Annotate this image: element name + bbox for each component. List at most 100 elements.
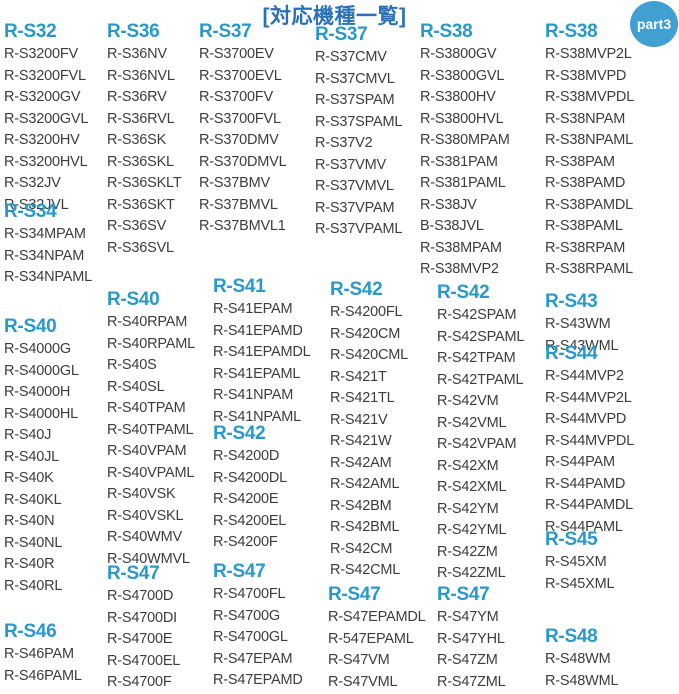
model-item: R-S47YHL (437, 630, 505, 647)
model-item: R-S42YM (437, 500, 499, 517)
model-item: R-S48WM (545, 651, 611, 667)
model-item: R-S4700F (107, 674, 172, 690)
model-item: R-S3700FV (199, 89, 273, 105)
series-section-r-s40-col2: R-S40 R-S40RPAM R-S40RPAML R-S40S R-S40SL R-S… (107, 288, 195, 570)
model-item: R-S37SPAML (315, 113, 403, 130)
model-item: R-S38PAMDL (545, 196, 633, 213)
model-item: R-S3700FVL (199, 110, 281, 127)
model-item: R-S40K (4, 470, 54, 486)
series-header: R-S47 (328, 584, 381, 605)
model-item: R-S37VPAML (315, 221, 403, 237)
model-item: R-S4700EL (107, 652, 181, 669)
model-item: R-S38MVPD (545, 67, 627, 84)
model-item: R-S40WMV (107, 529, 182, 545)
model-item: R-S36SKLT (107, 175, 182, 191)
model-item: R-S42ZML (437, 565, 506, 581)
model-item: R-S38JV (420, 196, 477, 213)
series-section-r-s47-col4: R-S47 R-S47EPAMDL R-547EPAML R-S47VM R-S47VM… (328, 583, 426, 693)
series-section-r-s41-col3: R-S41 R-S41EPAM R-S41EPAMD R-S41EPAMDL R-S41… (213, 275, 311, 428)
model-item: R-S42CM (330, 540, 393, 557)
model-item: R-S37VMVL (315, 178, 394, 194)
model-item: R-S40TPAML (107, 421, 194, 438)
model-item: R-S420CML (330, 347, 408, 363)
model-item: R-S36RV (107, 89, 167, 105)
model-item: R-S37BMVL1 (199, 218, 286, 234)
model-item: R-S4200F (213, 534, 278, 550)
model-item: R-S43WML (545, 337, 619, 354)
model-item: R-S4700G (213, 607, 280, 624)
model-item: R-S44PAM (545, 454, 615, 470)
part-badge: part3 (630, 1, 678, 47)
series-header: R-S32 (4, 21, 57, 42)
series-header: R-S45 (545, 529, 598, 550)
model-item: R-S381PAM (420, 153, 498, 170)
series-header: R-S37 (199, 21, 252, 42)
model-item: R-S42SPAM (437, 307, 517, 323)
model-item: R-S40J (4, 427, 52, 443)
series-section-r-s47-col3: R-S47 R-S4700FL R-S4700G R-S4700GL R-S47EPAM… (213, 560, 303, 692)
series-section-r-s36-col2: R-S36 R-S36NV R-S36NVL R-S36RV R-S36RVL R-S36… (107, 20, 182, 259)
series-header: R-S42 (437, 282, 490, 303)
model-item: R-S47VM (328, 652, 390, 668)
model-item: R-S32JV (4, 175, 61, 191)
model-item: R-S421V (330, 411, 388, 428)
model-item: R-S40WMVL (107, 550, 190, 567)
model-item: R-S36NVL (107, 67, 175, 84)
model-item: R-S40S (107, 357, 157, 373)
model-item: R-S46PAML (4, 667, 82, 684)
model-item: R-S47YM (437, 609, 499, 625)
model-item: R-S370DMV (199, 132, 279, 148)
model-item: R-S4700E (107, 631, 173, 647)
model-item: R-S4200DL (213, 469, 287, 486)
model-item: R-S44MVPD (545, 411, 627, 427)
series-section-r-s34-col1: R-S34 R-S34MPAM R-S34NPAM R-S34NPAML (4, 200, 92, 289)
series-section-r-s32-col1: R-S32 R-S3200FV R-S3200FVL R-S3200GV R-S3200… (4, 20, 88, 216)
series-header: R-S42 (213, 423, 266, 444)
model-item: R-S40R (4, 556, 55, 572)
model-item: R-S37SPAM (315, 92, 395, 108)
series-header: R-S46 (4, 621, 57, 642)
model-item: R-S42XML (437, 479, 507, 495)
page-title: [対応機種一覧] (262, 5, 407, 28)
model-item: R-S36SVL (107, 239, 174, 256)
model-item: R-S42AM (330, 454, 392, 471)
model-item: R-S48WML (545, 672, 619, 689)
model-item: R-S37VMV (315, 156, 386, 173)
model-item: R-S42ZM (437, 543, 498, 560)
model-item: R-S44PAML (545, 518, 623, 535)
series-header: R-S40 (4, 316, 57, 337)
model-item: R-S421TL (330, 390, 395, 406)
model-item: R-S40VPAML (107, 464, 195, 481)
model-item: R-S41EPAMD (213, 322, 303, 339)
series-section-r-s42-col3: R-S42 R-S4200D R-S4200DL R-S4200E R-S4200EL R… (213, 422, 287, 554)
series-section-r-s44-col6: R-S44 R-S44MVP2 R-S44MVP2L R-S44MVPD R-S44MV… (545, 342, 634, 538)
model-item: R-S3700EV (199, 46, 274, 62)
series-header: R-S38 (545, 21, 598, 42)
series-header: R-S47 (213, 561, 266, 582)
model-item: R-S42BM (330, 497, 392, 514)
model-item: R-S40SL (107, 378, 165, 395)
model-item: R-S42TPAM (437, 350, 516, 366)
model-item: R-S38NPAML (545, 132, 633, 148)
model-item: R-S47EPAMDL (328, 609, 426, 625)
model-item: R-S3200GVL (4, 110, 89, 127)
series-section-r-s47-col5: R-S47 R-S47YM R-S47YHL R-S47ZM R-S47ZML (437, 583, 506, 693)
model-item: R-S4200D (213, 448, 280, 464)
model-item: R-S3700EVL (199, 67, 282, 84)
model-item: R-S38MVPDL (545, 89, 635, 105)
model-item: R-S41EPAMDL (213, 344, 311, 360)
model-item: R-S37V2 (315, 135, 373, 151)
model-item: R-S36RVL (107, 110, 175, 127)
model-item: R-S3200GV (4, 89, 81, 105)
model-item: R-S4000H (4, 384, 71, 400)
model-item: R-S45XML (545, 575, 615, 592)
model-item: R-S380MPAM (420, 132, 510, 148)
series-header: R-S47 (437, 584, 490, 605)
series-section-r-s47-col2: R-S47 R-S4700D R-S4700DI R-S4700E R-S4700EL R… (107, 562, 180, 694)
model-item: R-S42XM (437, 457, 499, 474)
series-header: R-S34 (4, 201, 57, 222)
series-header: R-S43 (545, 291, 598, 312)
model-item: R-S42VML (437, 414, 507, 431)
model-item: R-S34NPAM (4, 247, 85, 264)
model-item: R-S38MPAM (420, 239, 502, 256)
